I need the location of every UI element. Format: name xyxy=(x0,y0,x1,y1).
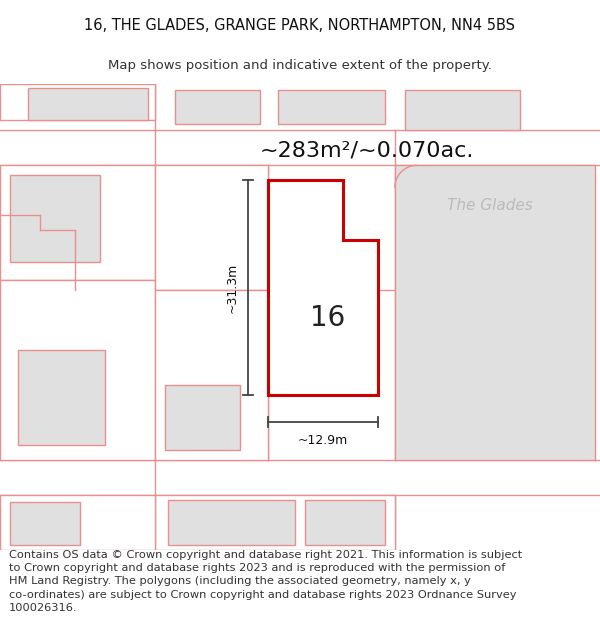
Polygon shape xyxy=(175,91,260,124)
Polygon shape xyxy=(0,165,155,280)
Polygon shape xyxy=(0,84,155,121)
Polygon shape xyxy=(18,350,105,445)
Text: 16: 16 xyxy=(310,304,346,332)
Polygon shape xyxy=(268,180,378,395)
Polygon shape xyxy=(305,500,385,545)
Polygon shape xyxy=(155,165,268,290)
Polygon shape xyxy=(165,385,240,450)
Polygon shape xyxy=(0,280,155,460)
Text: Map shows position and indicative extent of the property.: Map shows position and indicative extent… xyxy=(108,59,492,72)
Text: ~12.9m: ~12.9m xyxy=(298,434,348,447)
Polygon shape xyxy=(10,175,100,262)
Polygon shape xyxy=(28,88,148,121)
Text: ~283m²/~0.070ac.: ~283m²/~0.070ac. xyxy=(260,141,475,161)
Polygon shape xyxy=(168,500,295,545)
Polygon shape xyxy=(155,290,268,460)
Polygon shape xyxy=(278,91,385,124)
Text: ~31.3m: ~31.3m xyxy=(226,262,239,313)
Polygon shape xyxy=(10,502,80,545)
Polygon shape xyxy=(405,91,520,131)
Polygon shape xyxy=(155,495,395,550)
Polygon shape xyxy=(395,165,595,460)
Polygon shape xyxy=(0,495,155,550)
Text: The Glades: The Glades xyxy=(447,198,533,212)
Text: Contains OS data © Crown copyright and database right 2021. This information is : Contains OS data © Crown copyright and d… xyxy=(9,550,522,612)
Text: 16, THE GLADES, GRANGE PARK, NORTHAMPTON, NN4 5BS: 16, THE GLADES, GRANGE PARK, NORTHAMPTON… xyxy=(85,18,515,32)
